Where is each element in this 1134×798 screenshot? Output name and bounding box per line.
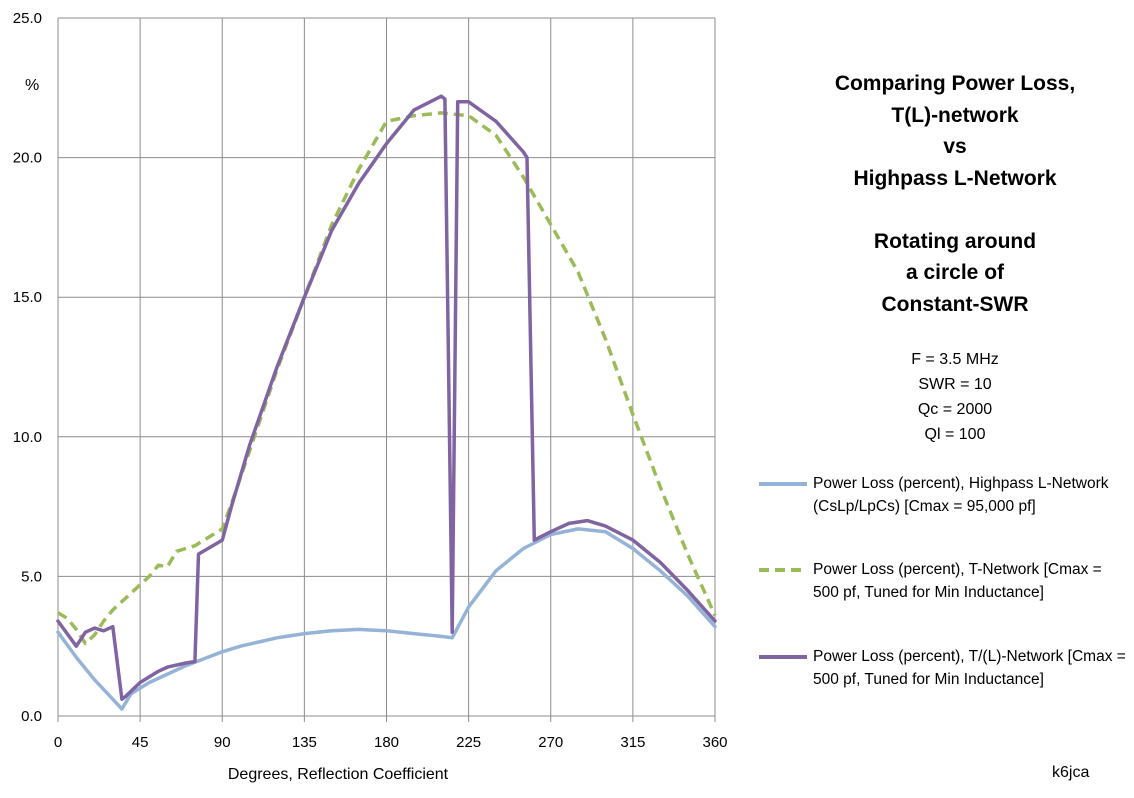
param-frequency: F = 3.5 MHz [911, 351, 999, 368]
x-tick-label: 225 [456, 734, 481, 751]
legend-label: Power Loss (percent), T/(L)-Network [Cma… [813, 648, 1126, 688]
legend-label: Power Loss (percent), Highpass L-Network… [813, 475, 1109, 515]
x-tick-label: 135 [292, 734, 317, 751]
legend-swatch-t-network [759, 568, 807, 572]
x-tick-label: 270 [538, 734, 563, 751]
title-line: vs [943, 135, 967, 158]
x-tick-label: 315 [620, 734, 645, 751]
x-tick-label: 90 [214, 734, 231, 751]
y-tick-label: 10.0 [13, 429, 42, 446]
y-axis-title: % [25, 77, 39, 94]
tick-labels: 0.0 5.0 10.0 15.0 20.0 25.0 0 45 90 135 180 225 270 3… [13, 10, 728, 751]
y-tick-label: 5.0 [21, 568, 42, 585]
x-tick-label: 0 [54, 734, 62, 751]
credit: k6jca [1052, 764, 1090, 781]
title-line: Constant-SWR [881, 292, 1029, 316]
title-line: Comparing Power Loss, [834, 72, 1076, 95]
series-lines [56, 94, 717, 711]
y-tick-label: 0.0 [21, 708, 42, 725]
legend-item-t-network: Power Loss (percent), T-Network [Cmax = … [757, 559, 1127, 629]
title-line: a circle of [905, 261, 1005, 284]
legend-swatch-tl-network [759, 655, 807, 659]
title-line [790, 194, 1120, 226]
parameters: F = 3.5 MHz SWR = 10 Qc = 2000 Ql = 100 [790, 347, 1120, 447]
legend-item-highpass-l: Power Loss (percent), Highpass L-Network… [757, 473, 1127, 543]
x-tick-label: 360 [702, 734, 727, 751]
plot-area: 0.0 5.0 10.0 15.0 20.0 25.0 0 45 90 135 180 225 270 3… [13, 10, 728, 751]
x-axis-title: Degrees, Reflection Coefficient [228, 766, 449, 783]
y-tick-label: 20.0 [13, 150, 42, 167]
legend-swatch-highpass-l [759, 482, 807, 486]
title-line: Rotating around [873, 229, 1037, 253]
axes [57, 18, 716, 722]
param-qc: Qc = 2000 [917, 401, 993, 418]
title-line: T(L)-network [891, 103, 1019, 127]
series-line-tl-network [56, 94, 717, 701]
y-tick-label: 15.0 [13, 289, 42, 306]
x-tick-label: 180 [374, 734, 399, 751]
gridlines [57, 17, 716, 717]
legend-item-tl-network: Power Loss (percent), T/(L)-Network [Cma… [757, 646, 1127, 716]
y-tick-label: 25.0 [13, 10, 42, 27]
param-swr: SWR = 10 [918, 376, 992, 393]
legend-label: Power Loss (percent), T-Network [Cmax = … [813, 561, 1102, 601]
chart-title: Comparing Power Loss, T(L)-network vs Hi… [790, 68, 1120, 320]
series-line-highpass-l [56, 527, 717, 711]
x-tick-label: 45 [132, 734, 149, 751]
param-ql: Ql = 100 [924, 426, 986, 443]
title-line: Highpass L-Network [853, 166, 1057, 190]
